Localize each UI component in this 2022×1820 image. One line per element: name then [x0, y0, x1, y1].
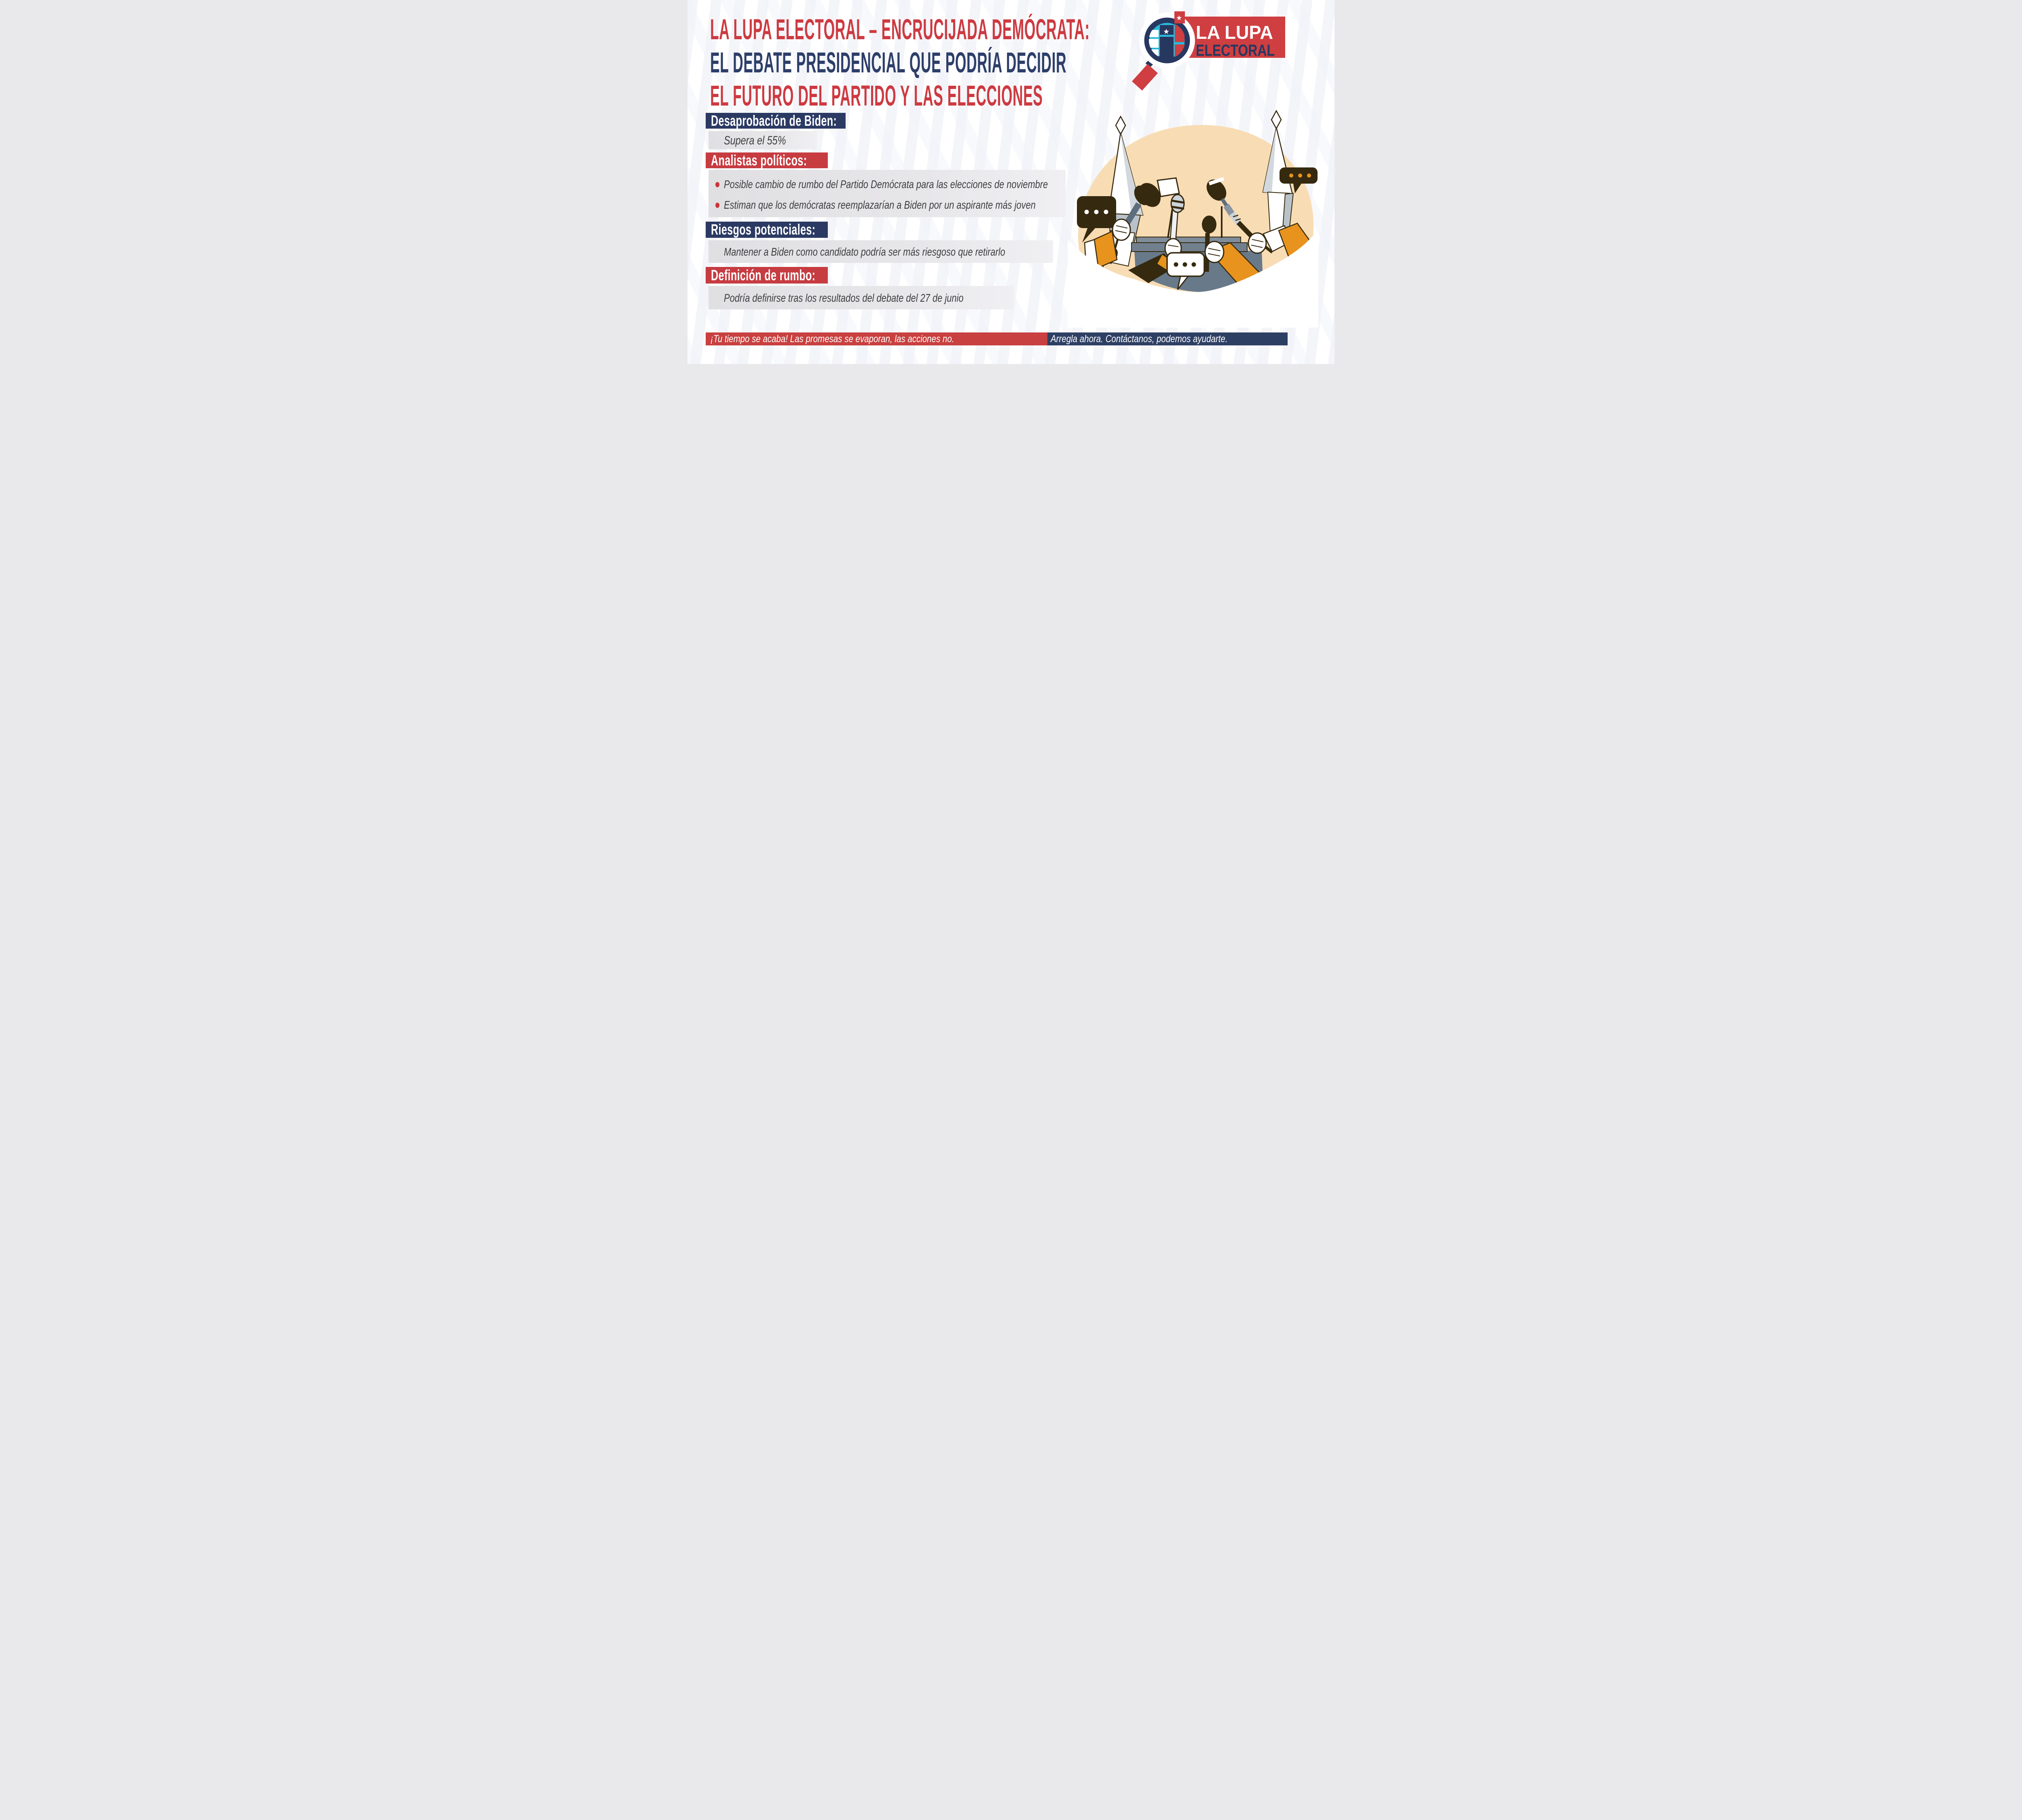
footer-cta-strip: Arregla ahora. Contáctanos, podemos ayud… — [1047, 332, 1288, 345]
orange-sleeve — [1093, 231, 1118, 269]
microphone-icon — [1170, 194, 1185, 213]
section-header-label: Analistas políticos: — [711, 152, 807, 169]
microphone-icon — [1202, 216, 1216, 233]
panel-text: Supera el 55% — [724, 134, 786, 147]
star-icon: ★ — [1163, 28, 1170, 36]
footer-urgency-text: ¡Tu tiempo se acaba! Las promesas se eva… — [711, 333, 954, 345]
title-line-3-text: EL FUTURO DEL PARTIDO Y LAS ELECCIONES — [710, 80, 1043, 112]
microphone-icon — [1134, 185, 1151, 205]
logo-text-line2: ELECTORAL — [1196, 42, 1275, 59]
section-panel-riesgos: Mantener a Biden como candidato podría s… — [709, 240, 1053, 263]
section-panel-definicion: Podría definirse tras los resultados del… — [709, 286, 1014, 309]
hand — [1112, 218, 1131, 241]
title-line-2-text: EL DEBATE PRESIDENCIAL QUE PODRÍA DECIDI… — [710, 47, 1067, 79]
title-line-1: LA LUPA ELECTORAL – ENCRUCIJADA DEMÓCRAT… — [710, 14, 1335, 46]
section-header-label: Definición de rumbo: — [711, 267, 816, 284]
magnifying-glass-ballot-icon: ★ ★ — [1139, 11, 1195, 68]
speech-bubble-left-icon — [1077, 196, 1116, 243]
bullet-dot — [715, 203, 719, 208]
hand — [1204, 241, 1225, 263]
microphone-icon — [1206, 179, 1227, 201]
la-lupa-electoral-logo: LA LUPA ELECTORAL ★ ★ — [1132, 11, 1285, 91]
section-header-desaprobacion: Desaprobación de Biden: — [706, 112, 846, 129]
section-header-label: Riesgos potenciales: — [711, 221, 816, 238]
hand — [1248, 232, 1267, 254]
section-panel-analistas: Posible cambio de rumbo del Partido Demó… — [709, 170, 1066, 217]
panel-text: Mantener a Biden como candidato podría s… — [724, 245, 1005, 258]
press-conference-illustration — [1068, 110, 1318, 328]
title-line-3: EL FUTURO DEL PARTIDO Y LAS ELECCIONES — [710, 80, 1335, 112]
title-line-2: EL DEBATE PRESIDENCIAL QUE PODRÍA DECIDI… — [710, 47, 1335, 79]
logo-banner — [1182, 17, 1285, 58]
bullet-dot — [715, 182, 719, 187]
section-header-analistas: Analistas políticos: — [706, 152, 828, 169]
panel-text: Podría definirse tras los resultados del… — [724, 292, 964, 304]
footer-cta-text: Arregla ahora. Contáctanos, podemos ayud… — [1051, 333, 1228, 345]
mic-windscreen-cube — [1157, 177, 1180, 197]
speech-bubble-center-icon — [1166, 252, 1205, 290]
title-line-1-text: LA LUPA ELECTORAL – ENCRUCIJADA DEMÓCRAT… — [710, 14, 1090, 46]
speech-bubble-right-icon — [1280, 167, 1318, 193]
star-icon: ★ — [1176, 14, 1182, 22]
footer-urgency-strip: ¡Tu tiempo se acaba! Las promesas se eva… — [706, 332, 1047, 345]
section-panel-desaprobacion: Supera el 55% — [709, 131, 817, 149]
bullet-item: Estiman que los demócratas reemplazarían… — [724, 199, 1036, 211]
section-header-definicion: Definición de rumbo: — [706, 267, 828, 284]
logo-text-line1: LA LUPA — [1196, 22, 1273, 43]
section-header-riesgos: Riesgos potenciales: — [706, 221, 828, 238]
infographic-poster: LA LUPA ELECTORAL – ENCRUCIJADA DEMÓCRAT… — [687, 0, 1335, 364]
section-header-label: Desaprobación de Biden: — [711, 112, 837, 129]
bullet-item: Posible cambio de rumbo del Partido Demó… — [724, 178, 1048, 190]
white-wave-cut — [1068, 231, 1318, 328]
